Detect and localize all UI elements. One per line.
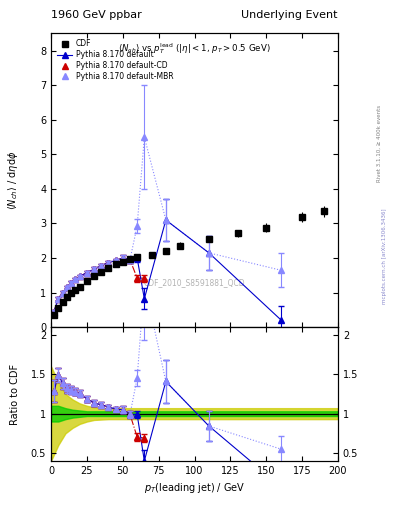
Pythia 8.170 default: [113, 258, 118, 264]
Pythia 8.170 default: [120, 255, 125, 261]
CDF: [64, 294, 69, 300]
Pythia 8.170 default-MBR: [113, 258, 118, 264]
CDF: [128, 256, 132, 262]
Pythia 8.170 default-CD: [113, 258, 118, 264]
Pythia 8.170 default-MBR: [77, 273, 82, 280]
Pythia 8.170 default-CD: [135, 275, 140, 281]
Pythia 8.170 default-CD: [73, 276, 78, 283]
CDF: [113, 261, 118, 267]
Pythia 8.170 default: [64, 284, 69, 290]
Pythia 8.170 default: [51, 309, 56, 315]
Pythia 8.170 default-MBR: [120, 255, 125, 261]
Pythia 8.170 default-CD: [142, 275, 147, 281]
Pythia 8.170 default-MBR: [99, 263, 104, 269]
Y-axis label: Ratio to CDF: Ratio to CDF: [9, 364, 20, 424]
Pythia 8.170 default: [69, 280, 73, 286]
CDF: [69, 290, 73, 296]
Pythia 8.170 default-CD: [69, 280, 73, 286]
Pythia 8.170 default-MBR: [142, 134, 147, 140]
Pythia 8.170 default: [207, 250, 211, 256]
Pythia 8.170 default: [77, 273, 82, 280]
Pythia 8.170 default-CD: [56, 296, 61, 302]
Pythia 8.170 default-MBR: [92, 266, 97, 272]
Pythia 8.170 default-CD: [128, 257, 132, 263]
Pythia 8.170 default-MBR: [106, 260, 111, 266]
Line: Pythia 8.170 default: Pythia 8.170 default: [51, 217, 283, 323]
Pythia 8.170 default: [163, 217, 168, 223]
CDF: [73, 287, 78, 293]
Pythia 8.170 default-MBR: [163, 217, 168, 223]
Pythia 8.170 default: [278, 316, 283, 323]
Pythia 8.170 default-CD: [77, 273, 82, 280]
Pythia 8.170 default-CD: [99, 263, 104, 269]
CDF: [106, 265, 111, 271]
Pythia 8.170 default-MBR: [56, 296, 61, 302]
Pythia 8.170 default: [60, 290, 65, 296]
Pythia 8.170 default-CD: [64, 284, 69, 290]
Text: 1960 GeV ppbar: 1960 GeV ppbar: [51, 10, 142, 20]
Pythia 8.170 default-CD: [106, 260, 111, 266]
Legend: CDF, Pythia 8.170 default, Pythia 8.170 default-CD, Pythia 8.170 default-MBR: CDF, Pythia 8.170 default, Pythia 8.170 …: [55, 37, 175, 83]
Pythia 8.170 default-MBR: [51, 309, 56, 315]
Pythia 8.170 default: [128, 257, 132, 263]
Pythia 8.170 default-MBR: [207, 250, 211, 256]
Y-axis label: $\langle N_{ch}\rangle$ / d$\eta$d$\phi$: $\langle N_{ch}\rangle$ / d$\eta$d$\phi$: [6, 151, 20, 210]
Text: mcplots.cern.ch [arXiv:1306.3436]: mcplots.cern.ch [arXiv:1306.3436]: [382, 208, 387, 304]
CDF: [235, 230, 240, 236]
CDF: [99, 269, 104, 275]
Pythia 8.170 default: [106, 260, 111, 266]
Line: Pythia 8.170 default-CD: Pythia 8.170 default-CD: [51, 255, 147, 314]
CDF: [264, 225, 269, 231]
Pythia 8.170 default-CD: [92, 266, 97, 272]
Pythia 8.170 default-CD: [84, 269, 89, 275]
Pythia 8.170 default: [56, 296, 61, 302]
CDF: [60, 299, 65, 305]
Pythia 8.170 default-MBR: [135, 223, 140, 229]
CDF: [135, 254, 140, 261]
Pythia 8.170 default-MBR: [278, 267, 283, 273]
Pythia 8.170 default-CD: [120, 255, 125, 261]
Text: CDF_2010_S8591881_QCD: CDF_2010_S8591881_QCD: [144, 279, 245, 288]
Pythia 8.170 default-CD: [51, 309, 56, 315]
CDF: [178, 243, 183, 249]
CDF: [300, 214, 305, 220]
Pythia 8.170 default: [142, 296, 147, 302]
Pythia 8.170 default-MBR: [64, 284, 69, 290]
Pythia 8.170 default-MBR: [69, 280, 73, 286]
CDF: [163, 248, 168, 254]
Pythia 8.170 default: [99, 263, 104, 269]
CDF: [207, 236, 211, 242]
Text: Rivet 3.1.10, ≥ 400k events: Rivet 3.1.10, ≥ 400k events: [377, 105, 382, 182]
CDF: [51, 312, 56, 318]
Pythia 8.170 default-CD: [60, 290, 65, 296]
Text: $\langle N_{ch}\rangle$ vs $p_T^{\rm lead}$ ($|\eta|<1$, $p_T>0.5$ GeV): $\langle N_{ch}\rangle$ vs $p_T^{\rm lea…: [118, 40, 271, 55]
Pythia 8.170 default-MBR: [60, 290, 65, 296]
Pythia 8.170 default-MBR: [128, 257, 132, 263]
Pythia 8.170 default: [135, 255, 140, 261]
Pythia 8.170 default: [92, 266, 97, 272]
X-axis label: $p_T$(leading jet) / GeV: $p_T$(leading jet) / GeV: [144, 481, 245, 495]
CDF: [92, 273, 97, 279]
CDF: [77, 284, 82, 290]
CDF: [149, 251, 154, 258]
Pythia 8.170 default: [73, 276, 78, 283]
Pythia 8.170 default: [84, 269, 89, 275]
CDF: [84, 278, 89, 284]
Pythia 8.170 default-MBR: [84, 269, 89, 275]
Line: CDF: CDF: [51, 208, 327, 318]
Text: Underlying Event: Underlying Event: [241, 10, 338, 20]
CDF: [321, 208, 326, 215]
CDF: [56, 305, 61, 311]
CDF: [120, 259, 125, 265]
Pythia 8.170 default-MBR: [73, 276, 78, 283]
Line: Pythia 8.170 default-MBR: Pythia 8.170 default-MBR: [51, 134, 283, 314]
